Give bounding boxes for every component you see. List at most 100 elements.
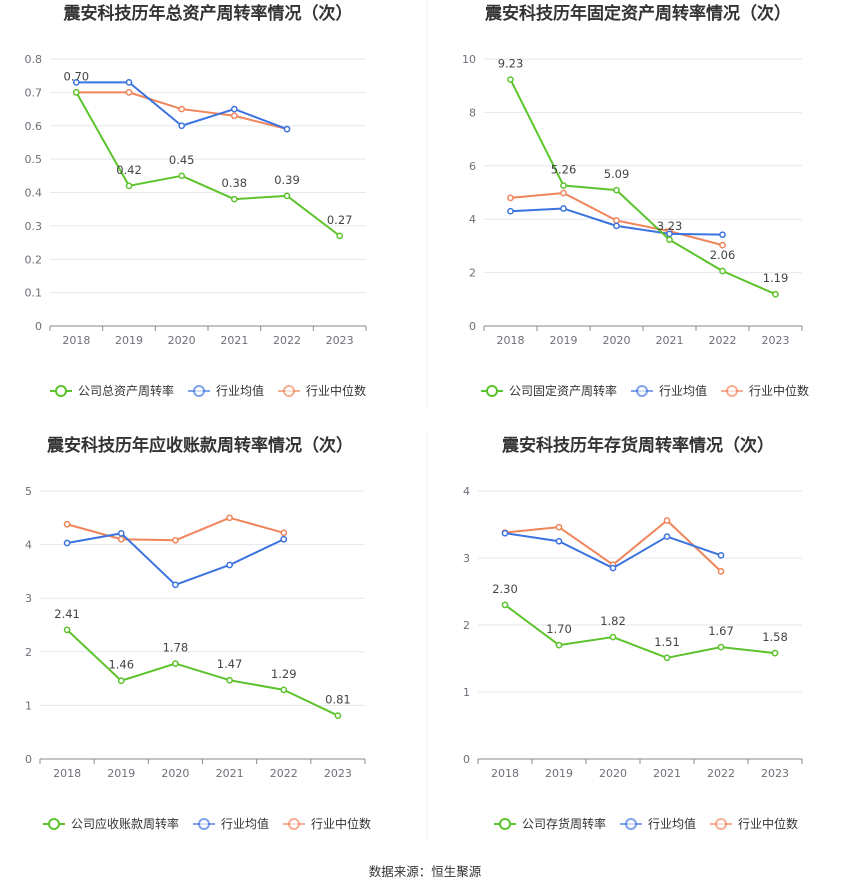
data-label: 1.46 xyxy=(108,658,134,672)
x-tick-label: 2020 xyxy=(161,767,189,780)
y-tick-label: 0.8 xyxy=(25,53,43,66)
legend-swatch-marker xyxy=(499,818,511,830)
data-point-industry-median xyxy=(663,517,671,524)
data-point-company xyxy=(663,654,671,662)
y-tick-label: 2 xyxy=(463,619,470,632)
x-tick-label: 2022 xyxy=(707,767,735,780)
legend-item: 行业均值 xyxy=(631,383,707,398)
data-point-industry-average xyxy=(717,551,725,559)
data-point-company xyxy=(717,643,725,651)
data-point-industry-average xyxy=(501,529,509,537)
y-tick-label: 5 xyxy=(25,485,32,498)
data-point-industry-median xyxy=(560,189,567,197)
data-point-industry-median xyxy=(613,217,620,224)
data-point-company xyxy=(771,649,779,657)
data-point-industry-average xyxy=(719,231,726,239)
chart-panel-4: 震安科技历年存货周转率情况（次） 0 1 2 3 4 2018 2019 2020 2021 202… xyxy=(463,435,803,831)
data-label: 0.39 xyxy=(274,173,300,187)
data-point-industry-average xyxy=(560,205,567,212)
legend-item: 行业均值 xyxy=(620,816,696,831)
x-tick-label: 2021 xyxy=(653,767,681,780)
legend-item: 行业均值 xyxy=(188,383,264,398)
legend-swatch-marker xyxy=(715,818,727,830)
data-point-company xyxy=(230,195,238,203)
data-point-industry-average xyxy=(226,561,233,569)
y-tick-label: 1 xyxy=(25,699,32,712)
legend-label: 行业均值 xyxy=(659,383,707,398)
data-point-industry-average xyxy=(230,105,238,113)
data-label: 1.82 xyxy=(600,614,626,628)
legend-label: 公司应收账款周转率 xyxy=(71,816,179,831)
y-tick-label: 0.5 xyxy=(25,153,43,166)
x-tick-label: 2021 xyxy=(216,767,244,780)
legend-swatch-marker xyxy=(193,385,205,397)
legend-swatch-marker xyxy=(283,385,295,397)
y-tick-label: 1 xyxy=(463,686,470,699)
series-line-company xyxy=(509,79,776,296)
data-label: 0.27 xyxy=(327,213,353,227)
data-label: 1.47 xyxy=(217,657,243,671)
legend-label: 行业中位数 xyxy=(738,816,798,831)
y-tick-label: 10 xyxy=(462,53,476,66)
data-point-company xyxy=(125,182,133,190)
legend-item: 行业中位数 xyxy=(283,816,371,831)
x-tick-label: 2021 xyxy=(656,334,684,347)
data-point-industry-average xyxy=(609,564,617,572)
x-tick-label: 2018 xyxy=(491,767,519,780)
data-point-industry-average xyxy=(178,122,186,130)
data-point-industry-median xyxy=(555,523,563,531)
data-point-industry-median xyxy=(172,536,179,544)
data-label: 0.81 xyxy=(325,693,351,707)
data-point-industry-median xyxy=(178,105,186,113)
data-label: 1.70 xyxy=(546,622,572,636)
chart-panel-1: 震安科技历年总资产周转率情况（次）00.10.20.30.40.50.60.70… xyxy=(25,3,367,398)
data-label: 9.23 xyxy=(498,57,524,71)
legend-label: 公司总资产周转率 xyxy=(78,383,174,398)
data-label: 1.19 xyxy=(763,271,789,285)
data-point-industry-average xyxy=(117,529,125,537)
data-point-company xyxy=(178,172,186,180)
x-tick-label: 2021 xyxy=(220,334,248,347)
data-point-industry-median xyxy=(719,241,726,249)
chart-panel-3: 震安科技历年应收账款周转率情况（次） 0 1 2 3 4 5 2018 2019 2020 2021… xyxy=(25,435,371,831)
y-tick-label: 0.6 xyxy=(25,120,43,133)
data-label: 0.42 xyxy=(116,163,142,177)
data-point-company xyxy=(560,182,567,189)
data-point-company xyxy=(555,641,563,649)
data-label: 0.45 xyxy=(169,153,195,167)
data-point-industry-median xyxy=(280,529,288,537)
data-point-company xyxy=(72,89,80,96)
y-tick-label: 0.1 xyxy=(25,287,43,300)
y-tick-label: 6 xyxy=(469,160,476,173)
y-tick-label: 0 xyxy=(35,320,42,333)
x-tick-label: 2019 xyxy=(545,767,573,780)
legend-label: 行业中位数 xyxy=(749,383,809,398)
x-tick-label: 2020 xyxy=(599,767,627,780)
legend-label: 公司固定资产周转率 xyxy=(509,383,617,398)
data-label: 5.26 xyxy=(551,163,577,177)
legend-item: 公司应收账款周转率 xyxy=(43,816,179,831)
data-point-industry-average xyxy=(280,535,288,543)
y-tick-label: 0 xyxy=(469,320,476,333)
y-tick-label: 0.2 xyxy=(25,253,43,266)
legend-item: 行业中位数 xyxy=(710,816,798,831)
data-point-industry-average xyxy=(507,207,514,215)
data-point-industry-median xyxy=(230,112,238,120)
data-point-company xyxy=(507,76,514,83)
legend-label: 行业中位数 xyxy=(306,383,366,398)
y-tick-label: 8 xyxy=(469,106,476,119)
data-label: 1.78 xyxy=(163,641,189,655)
legend-item: 行业中位数 xyxy=(721,383,809,398)
legend-swatch-marker xyxy=(55,385,67,397)
data-point-company xyxy=(117,677,125,685)
y-tick-label: 4 xyxy=(463,485,470,498)
y-tick-label: 4 xyxy=(469,213,476,226)
data-point-company xyxy=(283,192,291,200)
chart-title: 震安科技历年总资产周转率情况（次） xyxy=(63,3,353,24)
x-tick-label: 2023 xyxy=(326,334,354,347)
data-label: 1.51 xyxy=(654,635,680,649)
x-tick-label: 2018 xyxy=(497,334,525,347)
series-line-company xyxy=(66,629,339,717)
y-tick-label: 2 xyxy=(469,267,476,280)
